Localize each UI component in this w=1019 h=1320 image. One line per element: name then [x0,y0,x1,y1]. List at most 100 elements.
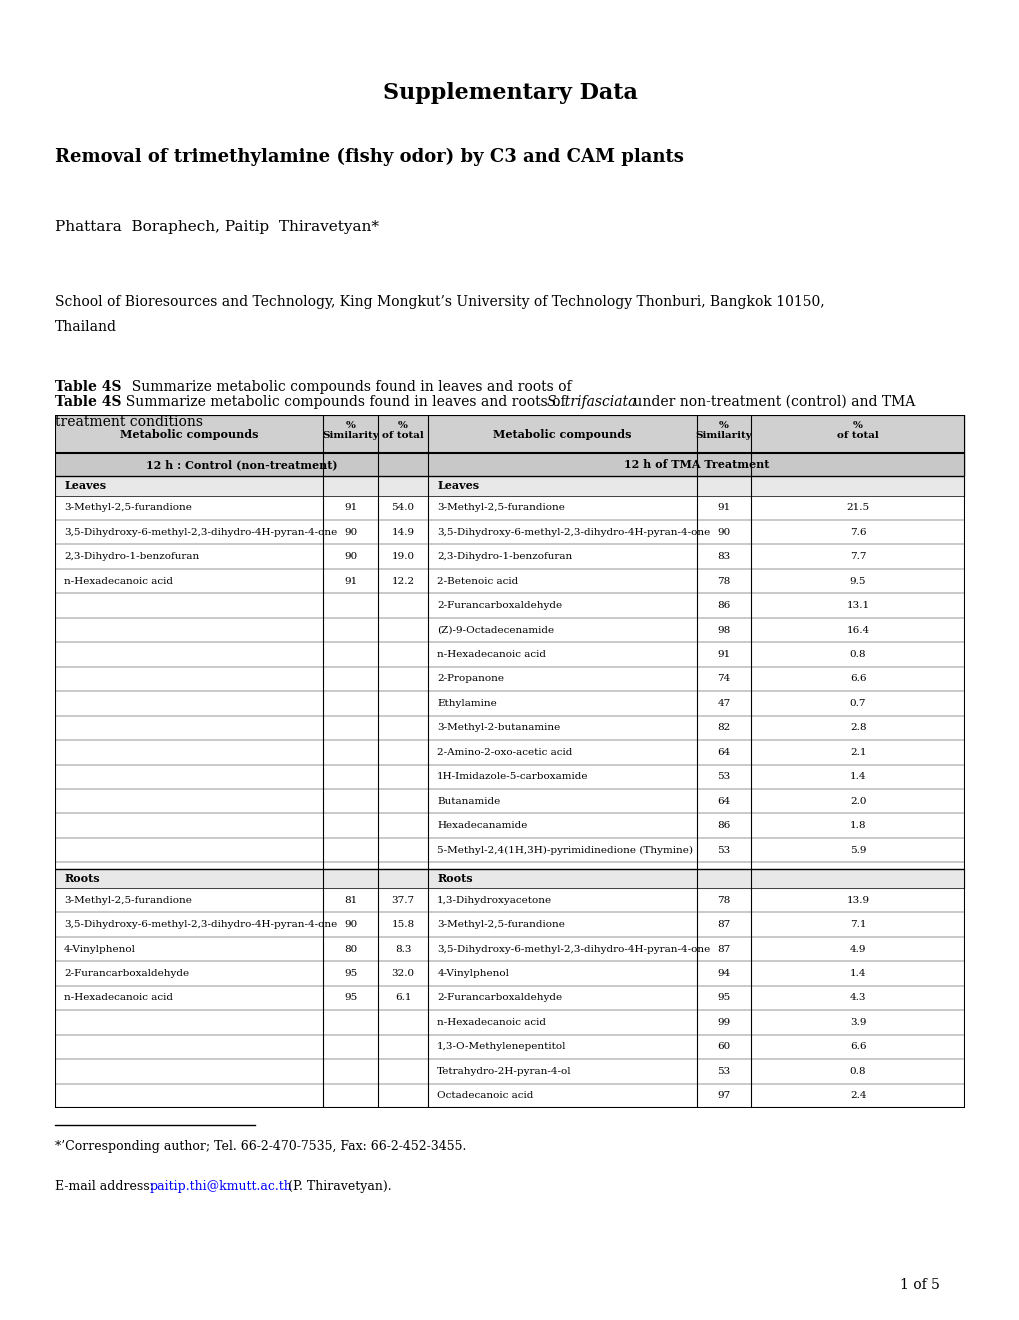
Text: 8.3: 8.3 [394,945,411,953]
Text: 86: 86 [716,821,730,830]
Text: 3-Methyl-2,5-furandione: 3-Methyl-2,5-furandione [437,920,565,929]
Text: Octadecanoic acid: Octadecanoic acid [437,1092,533,1101]
Text: Roots: Roots [437,873,473,883]
Text: 3-Methyl-2,5-furandione: 3-Methyl-2,5-furandione [64,503,192,512]
Text: 6.6: 6.6 [849,1043,865,1051]
Text: Leaves: Leaves [64,480,106,491]
Text: 1 of 5: 1 of 5 [899,1278,938,1292]
Text: E-mail address:: E-mail address: [55,1180,158,1193]
Text: 97: 97 [716,1092,730,1101]
Text: 0.8: 0.8 [849,1067,865,1076]
Text: 3,5-Dihydroxy-6-methyl-2,3-dihydro-4H-pyran-4-one: 3,5-Dihydroxy-6-methyl-2,3-dihydro-4H-py… [64,920,337,929]
Text: Supplementary Data: Supplementary Data [382,82,637,104]
Text: 99: 99 [716,1018,730,1027]
Text: 1.4: 1.4 [849,772,865,781]
Text: 5-Methyl-2,4(1H,3H)-pyrimidinedione (Thymine): 5-Methyl-2,4(1H,3H)-pyrimidinedione (Thy… [437,846,693,855]
Text: 2-Furancarboxaldehyde: 2-Furancarboxaldehyde [437,994,561,1002]
Text: 91: 91 [716,503,730,512]
Text: 87: 87 [716,920,730,929]
Text: 3,5-Dihydroxy-6-methyl-2,3-dihydro-4H-pyran-4-one: 3,5-Dihydroxy-6-methyl-2,3-dihydro-4H-py… [64,528,337,537]
Text: 98: 98 [716,626,730,635]
Text: 87: 87 [716,945,730,953]
Text: n-Hexadecanoic acid: n-Hexadecanoic acid [64,577,173,586]
Text: 64: 64 [716,748,730,756]
Text: 60: 60 [716,1043,730,1051]
Text: 13.1: 13.1 [846,601,869,610]
Text: %
of total: % of total [837,421,878,441]
Text: under non-treatment (control) and TMA: under non-treatment (control) and TMA [629,395,914,409]
Text: 0.7: 0.7 [849,698,865,708]
Text: 53: 53 [716,846,730,854]
Text: 2.8: 2.8 [849,723,865,733]
Text: 5.9: 5.9 [849,846,865,854]
Text: 3,5-Dihydroxy-6-methyl-2,3-dihydro-4H-pyran-4-one: 3,5-Dihydroxy-6-methyl-2,3-dihydro-4H-py… [437,528,710,537]
Text: 90: 90 [343,920,357,929]
Text: 37.7: 37.7 [391,895,415,904]
Text: 94: 94 [716,969,730,978]
Text: 2.0: 2.0 [849,797,865,805]
Text: 4.3: 4.3 [849,994,865,1002]
Text: 78: 78 [716,895,730,904]
Text: 95: 95 [343,969,357,978]
Text: Table 4S: Table 4S [55,380,121,393]
Text: 1,3-Dihydroxyacetone: 1,3-Dihydroxyacetone [437,895,551,904]
Text: 16.4: 16.4 [846,626,869,635]
Text: 12.2: 12.2 [391,577,415,586]
Text: 1H-Imidazole-5-carboxamide: 1H-Imidazole-5-carboxamide [437,772,588,781]
Text: Hexadecanamide: Hexadecanamide [437,821,527,830]
Text: 21.5: 21.5 [846,503,869,512]
Text: Metabolic compounds: Metabolic compounds [492,429,631,440]
Text: n-Hexadecanoic acid: n-Hexadecanoic acid [437,1018,545,1027]
Text: Thailand: Thailand [55,319,117,334]
Text: 2.4: 2.4 [849,1092,865,1101]
Text: 2,3-Dihydro-1-benzofuran: 2,3-Dihydro-1-benzofuran [64,552,199,561]
Text: Table 4S: Table 4S [55,395,121,409]
Text: 86: 86 [716,601,730,610]
Text: Removal of trimethylamine (fishy odor) by C3 and CAM plants: Removal of trimethylamine (fishy odor) b… [55,148,683,166]
Text: 90: 90 [343,528,357,537]
Text: 6.1: 6.1 [394,994,411,1002]
Text: 3-Methyl-2-butanamine: 3-Methyl-2-butanamine [437,723,559,733]
Text: 19.0: 19.0 [391,552,415,561]
Text: 74: 74 [716,675,730,684]
Text: Phattara  Boraphech, Paitip  Thiravetyan*: Phattara Boraphech, Paitip Thiravetyan* [55,220,379,234]
Text: 2-Amino-2-oxo-acetic acid: 2-Amino-2-oxo-acetic acid [437,748,572,756]
Text: Tetrahydro-2H-pyran-4-ol: Tetrahydro-2H-pyran-4-ol [437,1067,572,1076]
Text: Roots: Roots [64,873,100,883]
Text: *’Corresponding author; Tel. 66-2-470-7535, Fax: 66-2-452-3455.: *’Corresponding author; Tel. 66-2-470-75… [55,1140,466,1152]
Text: %
of total: % of total [382,421,424,441]
Text: 53: 53 [716,1067,730,1076]
Text: 7.7: 7.7 [849,552,865,561]
Text: 95: 95 [716,994,730,1002]
Text: 91: 91 [343,577,357,586]
Text: Metabolic compounds: Metabolic compounds [120,429,258,440]
Text: 78: 78 [716,577,730,586]
Text: 83: 83 [716,552,730,561]
Text: 3,5-Dihydroxy-6-methyl-2,3-dihydro-4H-pyran-4-one: 3,5-Dihydroxy-6-methyl-2,3-dihydro-4H-py… [437,945,710,953]
Text: 90: 90 [716,528,730,537]
Text: 91: 91 [716,649,730,659]
Text: 7.6: 7.6 [849,528,865,537]
Text: 1.4: 1.4 [849,969,865,978]
Text: 14.9: 14.9 [391,528,415,537]
Text: 95: 95 [343,994,357,1002]
Text: 9.5: 9.5 [849,577,865,586]
Text: 2.1: 2.1 [849,748,865,756]
Text: 3-Methyl-2,5-furandione: 3-Methyl-2,5-furandione [64,895,192,904]
Text: 90: 90 [343,552,357,561]
Text: n-Hexadecanoic acid: n-Hexadecanoic acid [64,994,173,1002]
Text: School of Bioresources and Technology, King Mongkut’s University of Technology T: School of Bioresources and Technology, K… [55,294,823,309]
Text: 2,3-Dihydro-1-benzofuran: 2,3-Dihydro-1-benzofuran [437,552,572,561]
Text: 47: 47 [716,698,730,708]
Text: 54.0: 54.0 [391,503,415,512]
Text: 2-Betenoic acid: 2-Betenoic acid [437,577,518,586]
Text: S. trifasciata: S. trifasciata [546,395,636,409]
Text: 91: 91 [343,503,357,512]
Text: 1.8: 1.8 [849,821,865,830]
Text: 2-Furancarboxaldehyde: 2-Furancarboxaldehyde [64,969,190,978]
Text: n-Hexadecanoic acid: n-Hexadecanoic acid [437,649,545,659]
Text: %
Similarity: % Similarity [322,421,379,441]
Text: 32.0: 32.0 [391,969,415,978]
Text: paitip.thi@kmutt.ac.th: paitip.thi@kmutt.ac.th [150,1180,292,1193]
Text: 4-Vinylphenol: 4-Vinylphenol [437,969,508,978]
